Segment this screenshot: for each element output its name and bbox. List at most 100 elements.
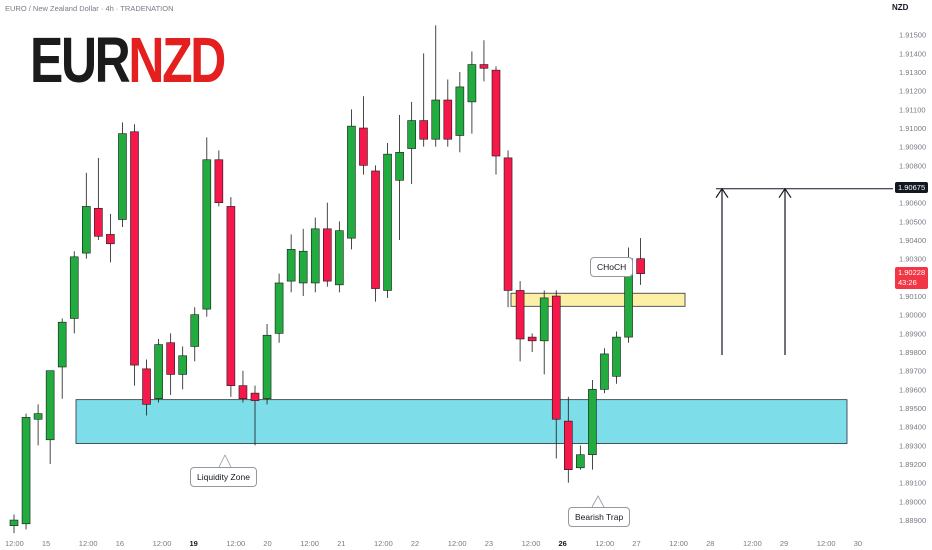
candle-body [588, 389, 597, 456]
price-tick-label: 1.90500 [899, 217, 926, 226]
candle-body [395, 151, 404, 181]
zone-choch[interactable] [510, 292, 686, 307]
candle-body [455, 86, 465, 136]
candle-12 [154, 338, 163, 403]
candle-24 [298, 228, 308, 297]
candle-27 [335, 221, 344, 293]
logo-part-nzd: NZD [128, 24, 226, 96]
time-tick-label: 12:00 [374, 539, 393, 548]
candle-32 [395, 114, 404, 241]
candle-46 [563, 396, 573, 483]
candle-29 [359, 96, 368, 175]
candle-body [563, 420, 573, 470]
price-tick-label: 1.88900 [899, 516, 926, 525]
current-price-tag: 1.90228 43:26 [895, 267, 929, 289]
candle-4 [57, 318, 67, 399]
price-tick-label: 1.90300 [899, 255, 926, 264]
candle-22 [274, 273, 284, 343]
up-arrowhead-1 [715, 187, 729, 199]
price-tick-label: 1.90400 [899, 236, 926, 245]
candle-body [118, 133, 127, 220]
liquidity-zone-pointer [218, 454, 232, 468]
candle-47 [576, 445, 585, 470]
candle-body [347, 125, 356, 239]
bearish-trap-label: Bearish Trap [568, 507, 631, 527]
candle-body [298, 250, 308, 284]
bearish-trap-pointer [591, 495, 605, 508]
target-lines-layer [715, 187, 893, 355]
candle-body [551, 295, 561, 420]
time-tick-label: 16 [116, 539, 124, 548]
price-tick-label: 1.89700 [899, 367, 926, 376]
price-tick-label: 1.90100 [899, 292, 926, 301]
time-tick-label: 15 [42, 539, 50, 548]
price-axis[interactable]: 1.91500 1.91400 1.91300 1.91200 1.91100 1.910… [899, 31, 926, 525]
candle-body [238, 385, 248, 400]
zone-liquidity-zone[interactable] [75, 399, 848, 444]
time-tick-label: 12:00 [226, 539, 245, 548]
candle-body [286, 249, 296, 282]
candle-body [226, 206, 236, 386]
price-tick-label: 1.91300 [899, 68, 926, 77]
time-tick-label: 23 [485, 539, 493, 548]
candle-body [443, 99, 453, 140]
candle-28 [347, 109, 356, 250]
candle-body [154, 344, 163, 400]
time-tick-label: 12:00 [522, 539, 541, 548]
price-tick-label: 1.90800 [899, 161, 926, 170]
candle-body [250, 392, 260, 401]
candle-5 [69, 251, 79, 334]
candle-30 [371, 165, 380, 302]
candle-31 [383, 142, 392, 298]
candle-body [21, 417, 31, 525]
price-tick-label: 1.89300 [899, 441, 926, 450]
price-tick-label: 1.90600 [899, 199, 926, 208]
logo-title: EURNZD [30, 28, 226, 92]
time-tick-label: 19 [190, 539, 198, 548]
candle-14 [178, 346, 187, 390]
candle-41 [503, 150, 513, 308]
time-axis[interactable]: 12:00 15 12:00 16 12:00 19 12:00 20 12:00 21 12:00… [5, 539, 862, 548]
time-tick-label: 12:00 [79, 539, 98, 548]
price-tick-label: 1.89500 [899, 404, 926, 413]
candle-body [82, 206, 91, 254]
candle-body [359, 127, 368, 166]
candle-38 [467, 51, 477, 134]
logo-part-eur: EUR [30, 24, 131, 96]
candle-11 [142, 359, 151, 416]
price-tick-label: 1.89000 [899, 497, 926, 506]
current-price-value: 1.90228 [898, 268, 926, 277]
candle-body [94, 207, 103, 237]
time-tick-label: 27 [632, 539, 640, 548]
candle-body [33, 413, 43, 420]
candle-2 [33, 404, 43, 446]
price-tick-label: 1.89400 [899, 423, 926, 432]
candle-48 [588, 380, 597, 470]
time-tick-label: 12:00 [300, 539, 319, 548]
time-tick-label: 12:00 [743, 539, 762, 548]
candle-body [371, 170, 380, 289]
candle-body [431, 99, 441, 140]
time-tick-label: 12:00 [595, 539, 614, 548]
candle-17 [214, 150, 224, 207]
candle-37 [455, 72, 465, 153]
price-tick-label: 1.91400 [899, 49, 926, 58]
candle-body [142, 368, 151, 405]
candle-52 [636, 238, 645, 285]
candle-39 [479, 40, 489, 82]
time-tick-label: 22 [411, 539, 419, 548]
candle-42 [515, 281, 525, 362]
candle-26 [322, 202, 332, 287]
candle-16 [202, 137, 212, 317]
candle-7 [94, 157, 103, 241]
candle-35 [431, 25, 441, 147]
candle-body [310, 228, 320, 284]
candle-50 [612, 331, 621, 384]
candle-44 [539, 290, 549, 375]
candle-body [274, 282, 284, 334]
candle-body [335, 230, 344, 286]
candle-body [419, 120, 429, 140]
candles-layer [9, 25, 645, 534]
candle-25 [310, 217, 320, 293]
